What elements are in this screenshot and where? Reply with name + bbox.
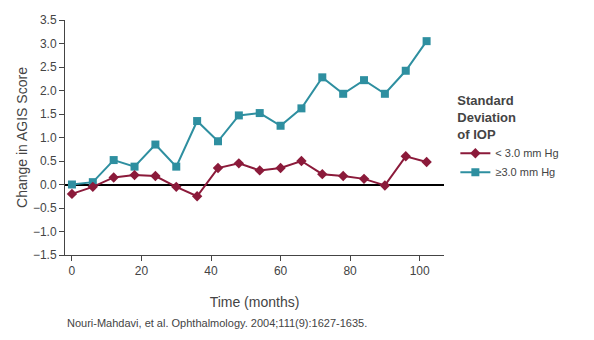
svg-text:0: 0 bbox=[69, 264, 76, 278]
svg-text:Time (months): Time (months) bbox=[210, 294, 300, 310]
svg-text:1.5: 1.5 bbox=[40, 107, 57, 121]
svg-text:3.0: 3.0 bbox=[40, 37, 57, 51]
svg-text:Change in AGIS Score: Change in AGIS Score bbox=[14, 67, 30, 208]
svg-text:80: 80 bbox=[343, 264, 357, 278]
svg-text:−0.5: −0.5 bbox=[33, 201, 57, 215]
svg-text:−1.5: −1.5 bbox=[33, 248, 57, 262]
svg-text:≥3.0 mm Hg: ≥3.0 mm Hg bbox=[495, 166, 555, 178]
svg-text:3.5: 3.5 bbox=[40, 13, 57, 27]
svg-text:−1.0: −1.0 bbox=[33, 225, 57, 239]
svg-text:0.0: 0.0 bbox=[40, 178, 57, 192]
svg-text:Nouri-Mahdavi, et al. Ophthalm: Nouri-Mahdavi, et al. Ophthalmology. 200… bbox=[67, 317, 367, 329]
svg-text:2.0: 2.0 bbox=[40, 84, 57, 98]
svg-text:< 3.0 mm Hg: < 3.0 mm Hg bbox=[495, 147, 558, 159]
svg-text:20: 20 bbox=[135, 264, 149, 278]
svg-text:100: 100 bbox=[410, 264, 430, 278]
svg-text:1.0: 1.0 bbox=[40, 131, 57, 145]
svg-text:2.5: 2.5 bbox=[40, 60, 57, 74]
svg-text:40: 40 bbox=[204, 264, 218, 278]
svg-text:StandardDeviationof IOP: StandardDeviationof IOP bbox=[457, 93, 516, 142]
svg-text:0.5: 0.5 bbox=[40, 154, 57, 168]
svg-text:60: 60 bbox=[274, 264, 288, 278]
